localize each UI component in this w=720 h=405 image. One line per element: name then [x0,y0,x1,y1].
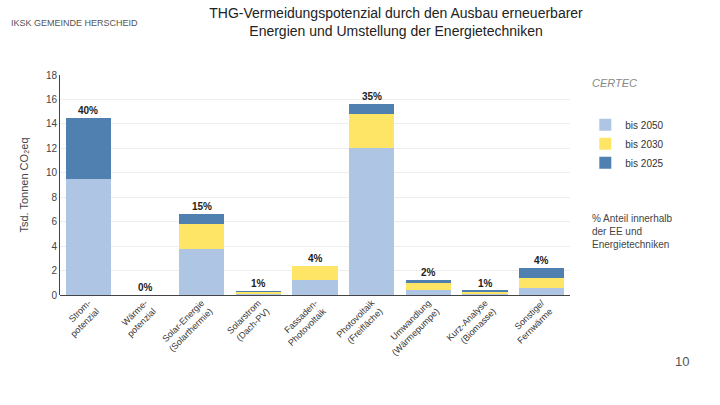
svg-text:bis 2050: bis 2050 [625,120,663,131]
svg-text:Solar-Energie(Solarthermie): Solar-Energie(Solarthermie) [159,298,215,354]
svg-text:Strom-potenzial: Strom-potenzial [60,298,101,339]
svg-text:35%: 35% [362,91,382,102]
svg-text:0: 0 [51,290,57,301]
svg-text:14: 14 [46,118,58,129]
svg-text:4: 4 [51,241,57,252]
svg-text:4%: 4% [534,255,549,266]
svg-text:12: 12 [46,143,58,154]
svg-text:2%: 2% [421,267,436,278]
svg-text:Tsd. Tonnen CO₂eq: Tsd. Tonnen CO₂eq [18,137,30,232]
svg-text:Sonstige/Fernwärme: Sonstige/Fernwärme [507,298,555,346]
svg-text:1%: 1% [478,278,493,289]
svg-text:% Anteil innerhalbder EE undEn: % Anteil innerhalbder EE undEnergietechn… [592,213,672,250]
svg-text:1%: 1% [251,278,266,289]
svg-text:10: 10 [46,167,58,178]
svg-text:Solarstrom(Dach-PV): Solarstrom(Dach-PV) [225,298,271,344]
svg-text:10: 10 [675,354,689,369]
svg-text:2: 2 [51,265,57,276]
svg-text:bis 2025: bis 2025 [625,158,663,169]
svg-text:Fassaden-Photovoltaik: Fassaden-Photovoltaik [278,298,328,348]
svg-text:6: 6 [51,216,57,227]
svg-text:bis 2030: bis 2030 [625,139,663,150]
svg-text:Photovoltaik(Freifläche): Photovoltaik(Freifläche) [335,298,385,348]
svg-text:4%: 4% [308,253,323,264]
svg-text:CERTEC: CERTEC [592,77,637,89]
svg-text:0%: 0% [138,282,153,293]
svg-text:40%: 40% [78,105,98,116]
svg-text:8: 8 [51,192,57,203]
svg-text:Umwandlung(Wärmepumpe): Umwandlung(Wärmepumpe) [382,298,442,358]
svg-text:18: 18 [46,70,58,81]
svg-text:Wärme-potenzial: Wärme-potenzial [117,298,158,339]
svg-text:THG-Vermeidungspotenzial durch: THG-Vermeidungspotenzial durch den Ausba… [209,5,583,39]
svg-text:IKSK GEMEINDE HERSCHEID: IKSK GEMEINDE HERSCHEID [11,18,138,28]
svg-text:Kurz-Analyse(Biomasse): Kurz-Analyse(Biomasse) [445,298,498,351]
svg-text:15%: 15% [192,201,212,212]
svg-text:16: 16 [46,94,58,105]
